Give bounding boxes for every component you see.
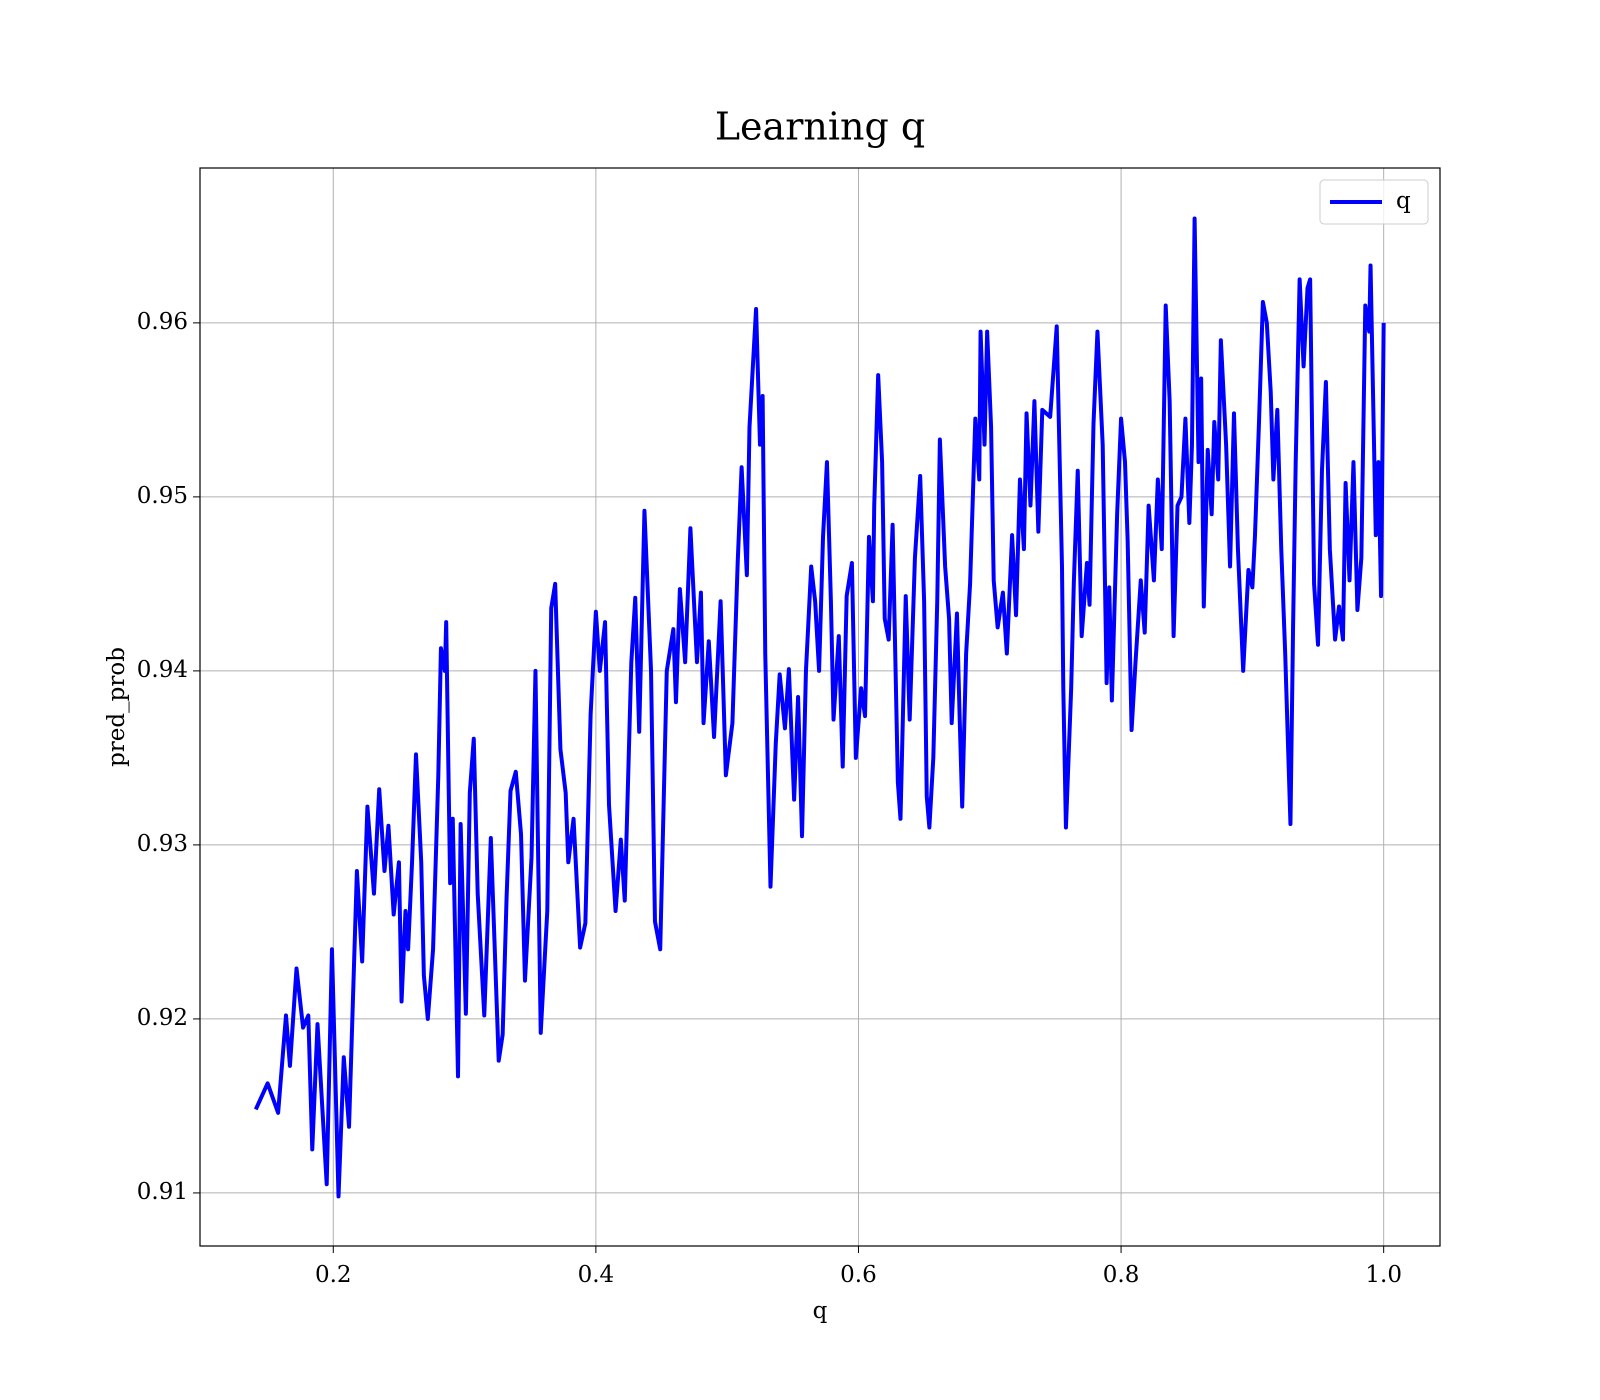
- plot-frame: [199, 167, 1441, 1247]
- data-line: [253, 216, 1386, 1199]
- y-tick-label: 0.93: [137, 831, 188, 857]
- y-tick-label: 0.94: [137, 657, 188, 683]
- x-tick-label: 0.2: [315, 1262, 352, 1288]
- x-tick-label: 1.0: [1365, 1262, 1402, 1288]
- x-tick-label: 0.8: [1103, 1262, 1140, 1288]
- chart-title: Learning q: [715, 105, 925, 149]
- y-tick-label: 0.92: [137, 1005, 188, 1031]
- y-tick-label: 0.95: [137, 483, 188, 509]
- x-tick-label: 0.4: [578, 1262, 615, 1288]
- y-tick-label: 0.96: [137, 309, 188, 335]
- y-tick-label: 0.91: [137, 1179, 188, 1205]
- x-axis-label: q: [813, 1298, 828, 1324]
- x-tick-label: 0.6: [840, 1262, 877, 1288]
- legend-label: q: [1396, 188, 1411, 214]
- y-axis-label: pred_prob: [104, 647, 130, 767]
